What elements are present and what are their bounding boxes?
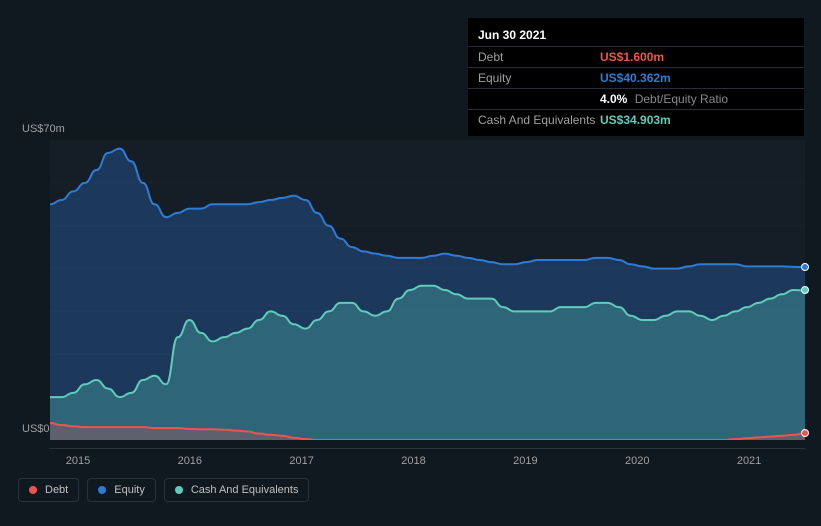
- x-axis: 2015 2016 2017 2018 2019 2020 2021: [50, 448, 805, 468]
- y-axis-label-max: US$70m: [22, 123, 65, 135]
- legend: Debt Equity Cash And Equivalents: [18, 478, 309, 502]
- series-end-marker-cash: [801, 286, 809, 294]
- tooltip-row-suffix: Debt/Equity Ratio: [631, 92, 728, 106]
- tooltip-row-label: Equity: [478, 71, 600, 85]
- tooltip-row-value: US$1.600m: [600, 50, 664, 64]
- legend-label: Debt: [45, 484, 68, 496]
- tooltip-date: Jun 30 2021: [468, 24, 804, 47]
- legend-item-debt[interactable]: Debt: [18, 478, 79, 502]
- series-end-marker-equity: [801, 263, 809, 271]
- x-axis-tick: 2021: [737, 455, 761, 467]
- tooltip-row-label: Debt: [478, 50, 600, 64]
- tooltip-row: 4.0% Debt/Equity Ratio: [468, 89, 804, 110]
- tooltip-row: Cash And EquivalentsUS$34.903m: [468, 110, 804, 130]
- chart-plot[interactable]: [50, 140, 805, 440]
- x-axis-tick: 2019: [513, 455, 537, 467]
- tooltip-panel: Jun 30 2021 DebtUS$1.600mEquityUS$40.362…: [468, 18, 804, 136]
- x-axis-tick: 2016: [178, 455, 202, 467]
- chart-area: [15, 140, 805, 440]
- x-axis-tick: 2017: [289, 455, 313, 467]
- legend-label: Equity: [114, 484, 145, 496]
- x-axis-tick: 2020: [625, 455, 649, 467]
- tooltip-row: EquityUS$40.362m: [468, 68, 804, 89]
- chart-svg: [50, 140, 805, 440]
- tooltip-row-label: Cash And Equivalents: [478, 113, 600, 127]
- legend-item-cash-and-equivalents[interactable]: Cash And Equivalents: [164, 478, 310, 502]
- x-axis-tick: 2015: [66, 455, 90, 467]
- tooltip-row-value: US$34.903m: [600, 113, 671, 127]
- tooltip-row-value: US$40.362m: [600, 71, 671, 85]
- legend-dot: [29, 486, 37, 494]
- legend-dot: [175, 486, 183, 494]
- tooltip-row-value: 4.0% Debt/Equity Ratio: [600, 92, 728, 106]
- series-end-marker-debt: [801, 429, 809, 437]
- x-axis-tick: 2018: [401, 455, 425, 467]
- legend-label: Cash And Equivalents: [191, 484, 299, 496]
- tooltip-row-label: [478, 92, 600, 106]
- legend-dot: [98, 486, 106, 494]
- legend-item-equity[interactable]: Equity: [87, 478, 156, 502]
- tooltip-row: DebtUS$1.600m: [468, 47, 804, 68]
